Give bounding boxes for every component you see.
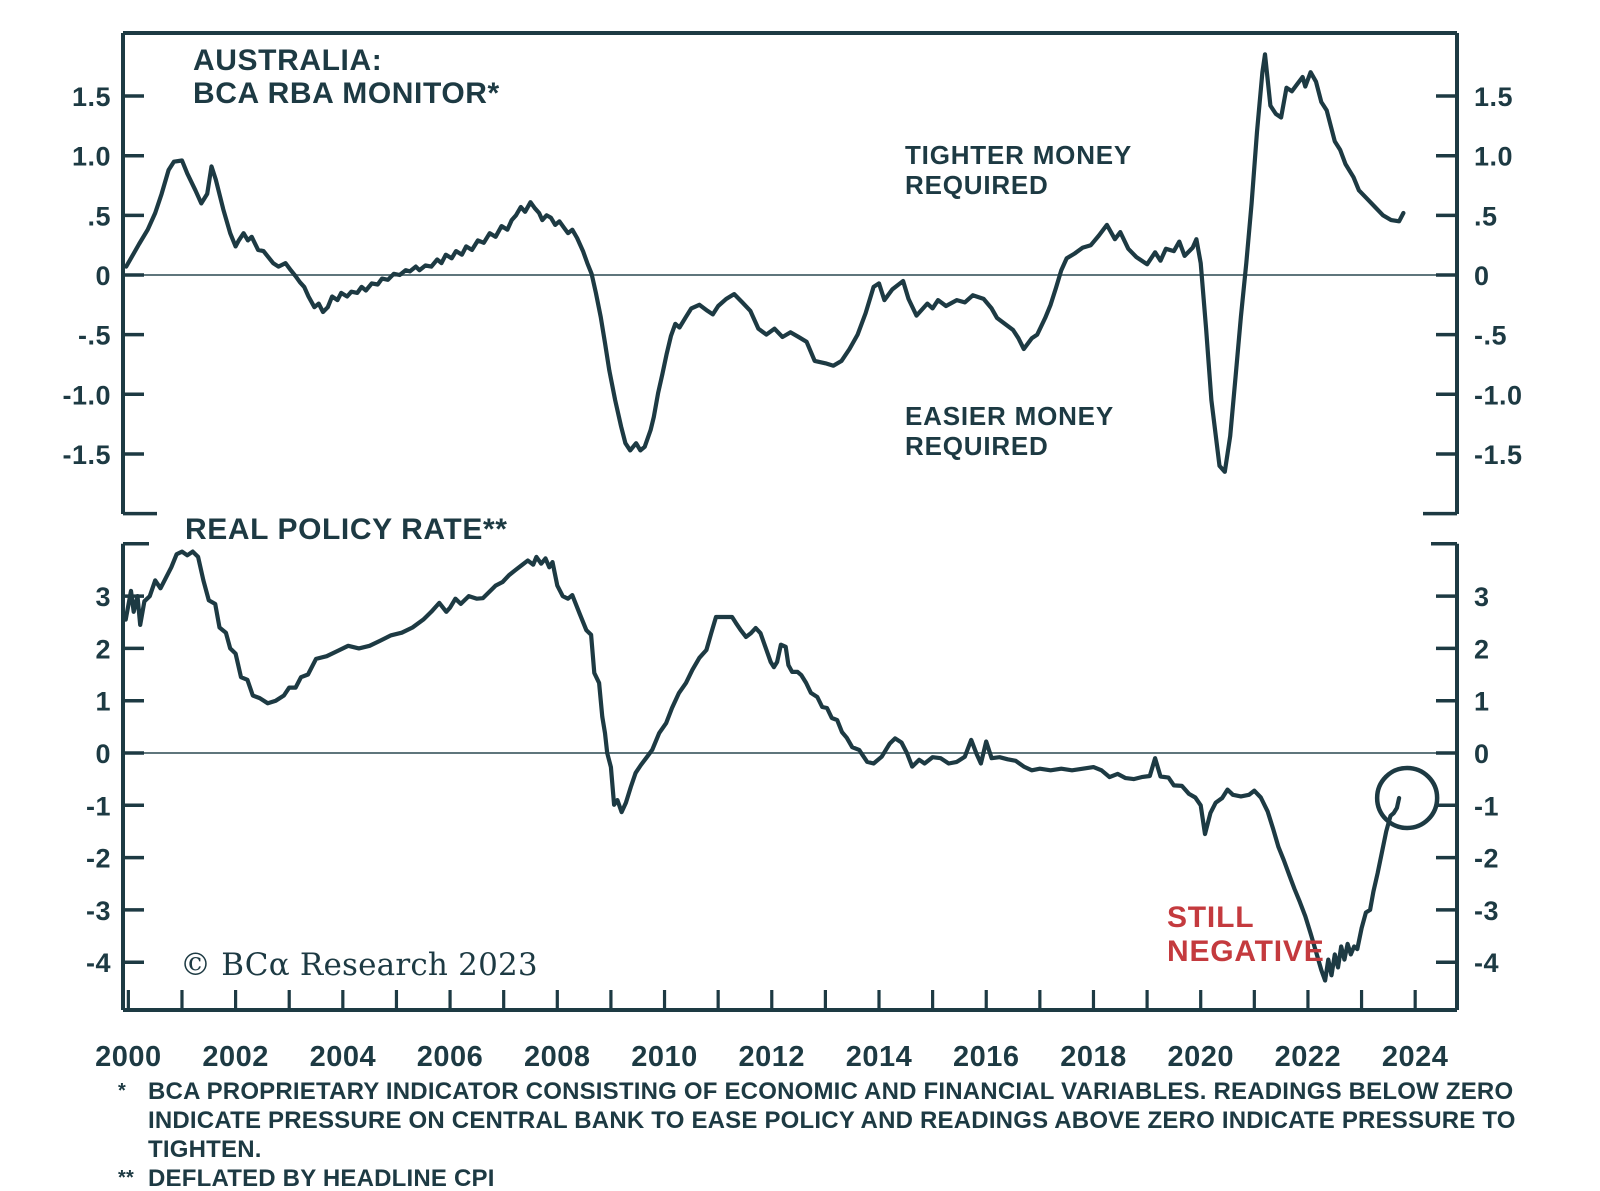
footnote-line-1: * BCA PROPRIETARY INDICATOR CONSISTING O… xyxy=(118,1077,1518,1106)
panel-frame xyxy=(121,543,1459,1012)
svg-text:3: 3 xyxy=(1474,582,1490,612)
annotation-still-negative: STILL NEGATIVE xyxy=(1167,901,1325,969)
footnote-text-2: INDICATE PRESSURE ON CENTRAL BANK TO EAS… xyxy=(148,1107,1516,1163)
svg-text:2: 2 xyxy=(95,634,111,664)
chart-title-line2: BCA RBA MONITOR* xyxy=(193,77,500,110)
svg-text:2000: 2000 xyxy=(95,1041,162,1073)
svg-text:2002: 2002 xyxy=(202,1041,269,1073)
svg-text:0: 0 xyxy=(1474,261,1490,291)
svg-text:0: 0 xyxy=(95,739,111,769)
copyright-notice: © BCα Research 2023 xyxy=(180,947,538,983)
svg-text:-1.0: -1.0 xyxy=(1474,380,1523,410)
svg-text:2010: 2010 xyxy=(631,1041,698,1073)
svg-text:-1.0: -1.0 xyxy=(62,380,111,410)
panel2-title: REAL POLICY RATE** xyxy=(185,513,508,546)
svg-text:-1.5: -1.5 xyxy=(62,440,111,470)
y-axis-ticks: 3 3 2 2 1 1 0 0 -1 -1 -2 -2 -3 -3 -4 -4 xyxy=(86,542,1499,978)
footnote-marker-spacer xyxy=(118,1106,148,1164)
svg-text:0: 0 xyxy=(95,261,111,291)
svg-text:2008: 2008 xyxy=(524,1041,591,1073)
svg-text:-1.5: -1.5 xyxy=(1474,440,1523,470)
annotation-easier-money-line1: EASIER MONEY xyxy=(905,401,1114,431)
svg-text:2016: 2016 xyxy=(953,1041,1020,1073)
svg-text:-1: -1 xyxy=(86,791,111,821)
svg-text:3: 3 xyxy=(95,582,111,612)
svg-text:1: 1 xyxy=(1474,687,1490,717)
svg-text:-4: -4 xyxy=(1474,948,1499,978)
series-real-policy-rate xyxy=(123,549,1402,983)
panel-rba-monitor: 1.5 1.5 1.0 1.0 .5 .5 0 0 -.5 -.5 -1.0 -1.0 -1.5 -1.5 xyxy=(62,31,1523,516)
chart-title: AUSTRALIA: BCA RBA MONITOR* xyxy=(193,44,500,110)
svg-text:-2: -2 xyxy=(1474,844,1499,874)
svg-text:1.5: 1.5 xyxy=(1474,82,1513,112)
svg-text:1.0: 1.0 xyxy=(72,142,111,172)
svg-text:2018: 2018 xyxy=(1060,1041,1127,1073)
annotation-still-negative-line1: STILL xyxy=(1167,901,1255,934)
svg-text:2024: 2024 xyxy=(1382,1041,1449,1073)
svg-text:-1: -1 xyxy=(1474,791,1499,821)
footnote-block: * BCA PROPRIETARY INDICATOR CONSISTING O… xyxy=(118,1077,1518,1191)
svg-text:-.5: -.5 xyxy=(78,321,111,351)
svg-text:-3: -3 xyxy=(86,896,111,926)
svg-text:2004: 2004 xyxy=(310,1041,377,1073)
svg-text:2014: 2014 xyxy=(846,1041,913,1073)
footnote-text-1: BCA PROPRIETARY INDICATOR CONSISTING OF … xyxy=(148,1078,1514,1105)
footnote-line-2: INDICATE PRESSURE ON CENTRAL BANK TO EAS… xyxy=(118,1106,1518,1164)
annotation-easier-money-line2: REQUIRED xyxy=(905,431,1049,461)
x-axis: 2000 2002 2004 2006 2008 2010 2012 2014 2016 2018… xyxy=(95,990,1448,1073)
svg-text:2: 2 xyxy=(1474,634,1490,664)
annotation-still-negative-line2: NEGATIVE xyxy=(1167,935,1325,968)
annotation-tighter-money-line1: TIGHTER MONEY xyxy=(905,140,1133,170)
svg-text:2020: 2020 xyxy=(1167,1041,1234,1073)
svg-text:.5: .5 xyxy=(1474,201,1498,231)
svg-text:-.5: -.5 xyxy=(1474,321,1507,351)
svg-text:1.5: 1.5 xyxy=(72,82,111,112)
annotation-tighter-money: TIGHTER MONEY REQUIRED xyxy=(905,140,1132,200)
svg-text:-2: -2 xyxy=(86,844,111,874)
y-axis-ticks: 1.5 1.5 1.0 1.0 .5 .5 0 0 -.5 -.5 -1.0 -1.0 -1.5 -1.5 xyxy=(62,82,1523,516)
svg-text:1: 1 xyxy=(95,687,111,717)
svg-text:-4: -4 xyxy=(86,948,111,978)
panel-real-policy-rate: 3 3 2 2 1 1 0 0 -1 -1 -2 -2 -3 -3 -4 -4 xyxy=(86,542,1499,1012)
annotation-tighter-money-line2: REQUIRED xyxy=(905,170,1049,200)
svg-text:0: 0 xyxy=(1474,739,1490,769)
highlight-circle xyxy=(1374,765,1440,831)
series-bca-rba-monitor xyxy=(124,52,1406,474)
annotation-easier-money: EASIER MONEY REQUIRED xyxy=(905,401,1114,461)
footnote-marker-1: * xyxy=(118,1080,126,1102)
svg-text:2012: 2012 xyxy=(739,1041,806,1073)
svg-text:.5: .5 xyxy=(87,201,111,231)
svg-text:1.0: 1.0 xyxy=(1474,142,1513,172)
footnote-line-3: ** DEFLATED BY HEADLINE CPI xyxy=(118,1164,1518,1191)
footnote-text-3: DEFLATED BY HEADLINE CPI xyxy=(148,1165,495,1191)
svg-text:2022: 2022 xyxy=(1275,1041,1342,1073)
svg-text:-3: -3 xyxy=(1474,896,1499,926)
chart-title-line1: AUSTRALIA: xyxy=(193,44,383,77)
footnote-marker-2: ** xyxy=(118,1167,134,1189)
svg-text:2006: 2006 xyxy=(417,1041,484,1073)
